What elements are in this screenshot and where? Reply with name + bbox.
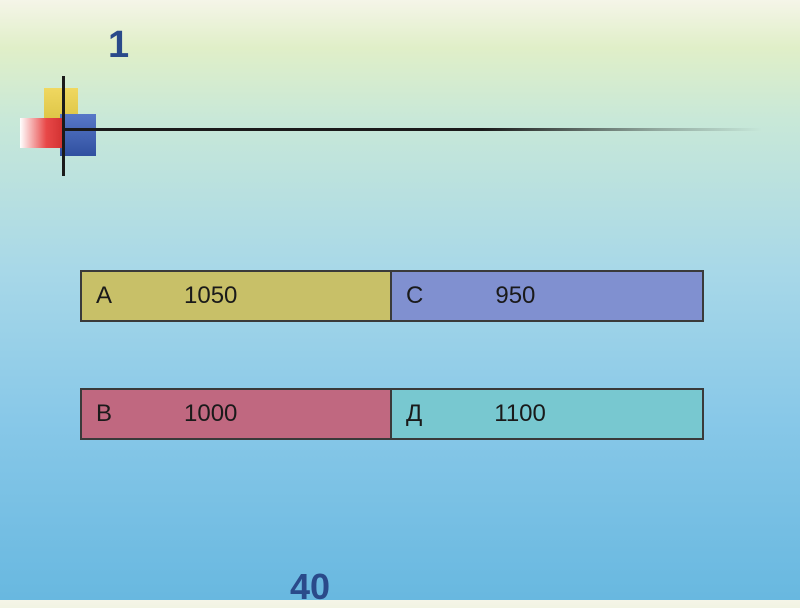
option-letter: Д [406, 400, 422, 428]
slide-number: 1 [108, 24, 129, 67]
option-value: 1100 [494, 400, 546, 428]
deco-square-red [20, 118, 64, 148]
deco-square-blue [60, 114, 96, 156]
option-letter: В [96, 400, 112, 428]
horizontal-divider [62, 128, 762, 131]
option-value: 950 [495, 282, 535, 310]
option-value: 1050 [184, 282, 237, 310]
option-value: 1000 [184, 400, 237, 428]
option-letter: А [96, 282, 112, 310]
option-cell-d: Д 1100 [392, 390, 702, 438]
option-row-2: В 1000 Д 1100 [80, 388, 704, 440]
option-cell-a: А 1050 [82, 272, 392, 320]
bottom-number: 40 [290, 566, 330, 608]
option-row-1: А 1050 С 950 [80, 270, 704, 322]
option-cell-b: В 1000 [82, 390, 392, 438]
vertical-divider [62, 76, 65, 176]
option-letter: С [406, 282, 423, 310]
option-cell-c: С 950 [392, 272, 702, 320]
